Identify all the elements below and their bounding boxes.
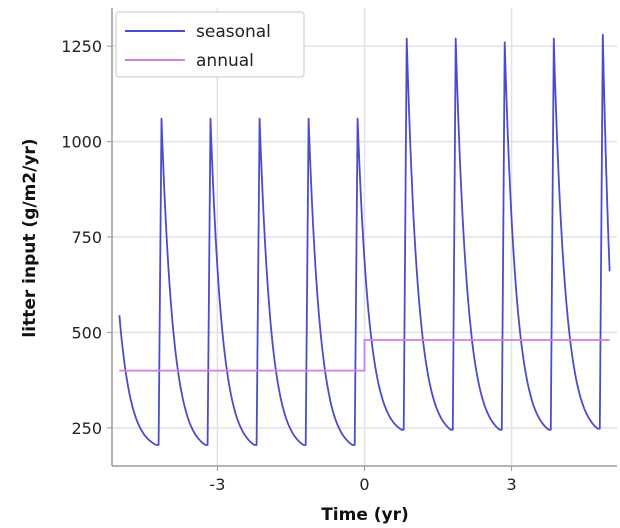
y-tick-label: 1000 [61,133,102,152]
x-tick-label: -3 [209,475,225,494]
legend: seasonal annual [115,11,305,78]
x-tick-label: 3 [506,475,516,494]
y-tick-label: 750 [71,228,102,247]
y-tick-label: 250 [71,419,102,438]
x-tick-labels: -3 0 3 [209,475,516,494]
y-tick-label: 1250 [61,37,102,56]
y-axis-label: litter input (g/m2/yr) [20,138,40,337]
gridlines [112,8,617,466]
legend-label-seasonal: seasonal [196,22,271,42]
y-tick-labels: 250 500 750 1000 1250 [61,37,102,438]
series-line-seasonal [118,33,611,446]
axes [107,8,617,471]
x-axis-label: Time (yr) [321,505,409,525]
series-lines [118,33,611,446]
series-line-annual [119,339,610,372]
legend-label-annual: annual [196,51,254,71]
x-tick-label: 0 [359,475,369,494]
y-tick-label: 500 [71,323,102,342]
